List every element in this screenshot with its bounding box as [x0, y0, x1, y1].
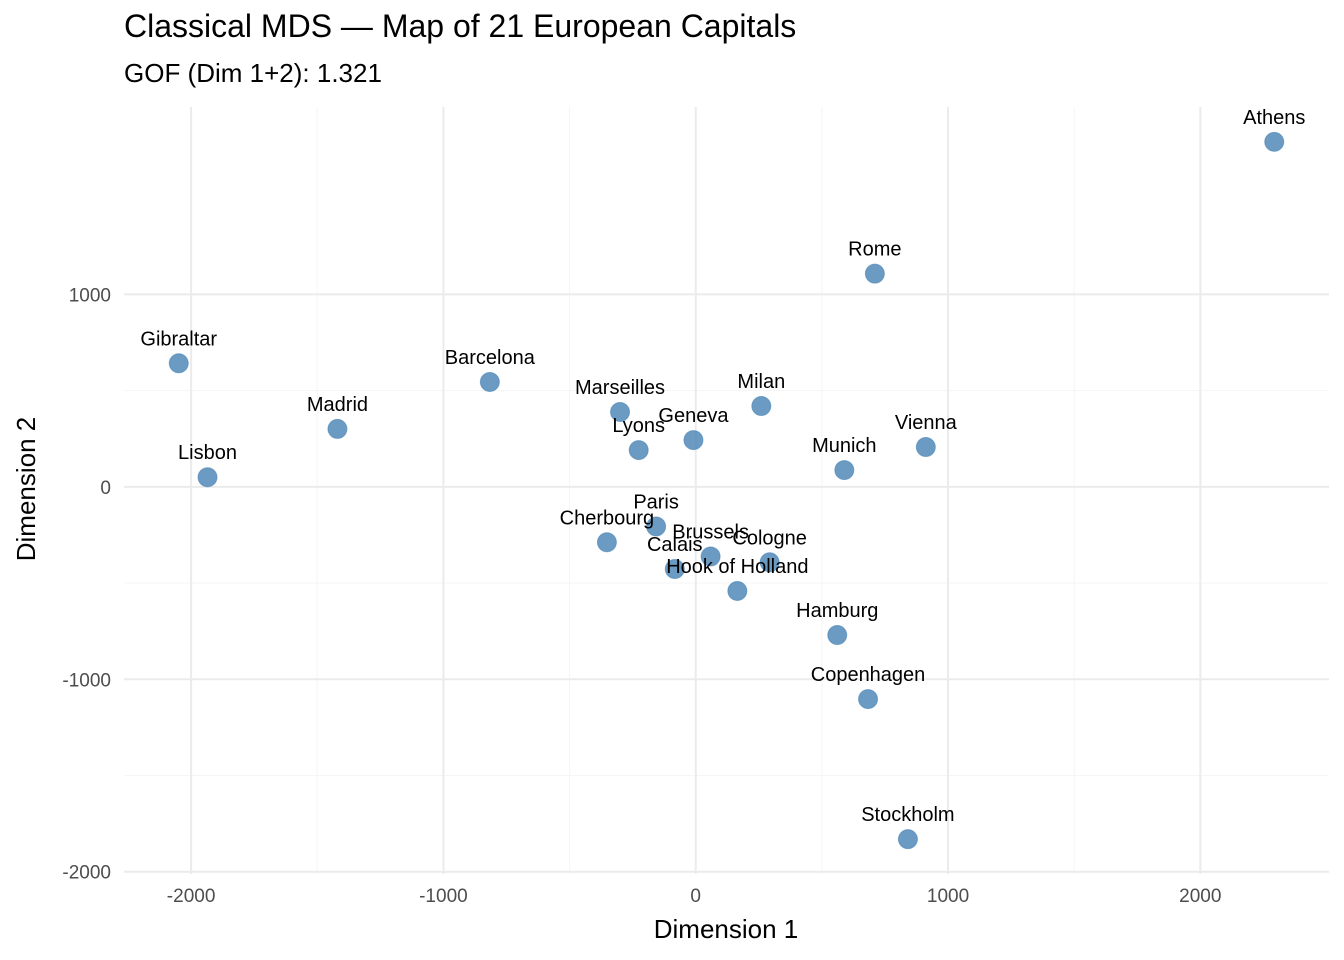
data-point [596, 532, 617, 553]
point-label: Hook of Holland [666, 556, 808, 578]
point-label: Madrid [307, 394, 368, 416]
data-point [915, 437, 936, 458]
data-point [700, 546, 721, 567]
point-label: Lisbon [178, 442, 237, 464]
data-point [646, 516, 667, 537]
data-point [727, 580, 748, 601]
point-label: Marseilles [575, 377, 665, 399]
x-tick-label: -2000 [167, 886, 216, 907]
chart-title: Classical MDS — Map of 21 European Capit… [124, 8, 797, 44]
data-points [168, 131, 1285, 850]
point-label: Gibraltar [140, 328, 217, 350]
data-point [827, 625, 848, 646]
point-label: Calais [647, 534, 703, 556]
point-label: Milan [737, 371, 785, 393]
point-label: Brussels [672, 522, 749, 544]
data-point [168, 353, 189, 374]
point-label: Vienna [895, 412, 958, 434]
data-point [751, 396, 772, 417]
data-point [759, 552, 780, 573]
point-label: Paris [633, 491, 679, 513]
y-tick-label: 1000 [69, 285, 111, 306]
x-tick-label: 0 [690, 886, 701, 907]
point-label: Munich [812, 435, 876, 457]
point-label: Rome [848, 239, 901, 261]
point-label: Athens [1243, 107, 1305, 129]
point-label: Cherbourg [560, 507, 655, 529]
point-label: Cologne [732, 527, 807, 549]
data-point [628, 440, 649, 461]
data-point [897, 829, 918, 850]
y-axis-ticks: -2000 -1000 0 1000 [62, 285, 111, 883]
y-tick-label: 0 [100, 478, 111, 499]
x-tick-label: 1000 [927, 886, 969, 907]
data-point [327, 418, 348, 439]
data-point [197, 467, 218, 488]
point-label: Hamburg [796, 600, 878, 622]
point-label: Geneva [658, 405, 729, 427]
data-point [683, 430, 704, 451]
y-axis-title: Dimension 2 [11, 417, 41, 562]
data-point [1264, 131, 1285, 152]
x-tick-label: -1000 [419, 886, 468, 907]
y-tick-label: -2000 [62, 863, 111, 884]
chart-subtitle: GOF (Dim 1+2): 1.321 [124, 58, 382, 88]
point-label: Barcelona [445, 347, 536, 369]
data-point [858, 689, 879, 710]
data-point [610, 401, 631, 422]
data-point [479, 371, 500, 392]
data-point [834, 460, 855, 481]
point-label: Lyons [612, 415, 665, 437]
grid-lines [124, 107, 1329, 874]
y-tick-label: -1000 [62, 670, 111, 691]
data-point [664, 559, 685, 580]
x-tick-label: 2000 [1179, 886, 1221, 907]
point-label: Copenhagen [811, 664, 926, 686]
x-axis-title: Dimension 1 [654, 914, 799, 944]
x-axis-ticks: -2000 -1000 0 1000 2000 [167, 886, 1222, 907]
point-label: Stockholm [861, 804, 954, 826]
data-point [864, 263, 885, 284]
